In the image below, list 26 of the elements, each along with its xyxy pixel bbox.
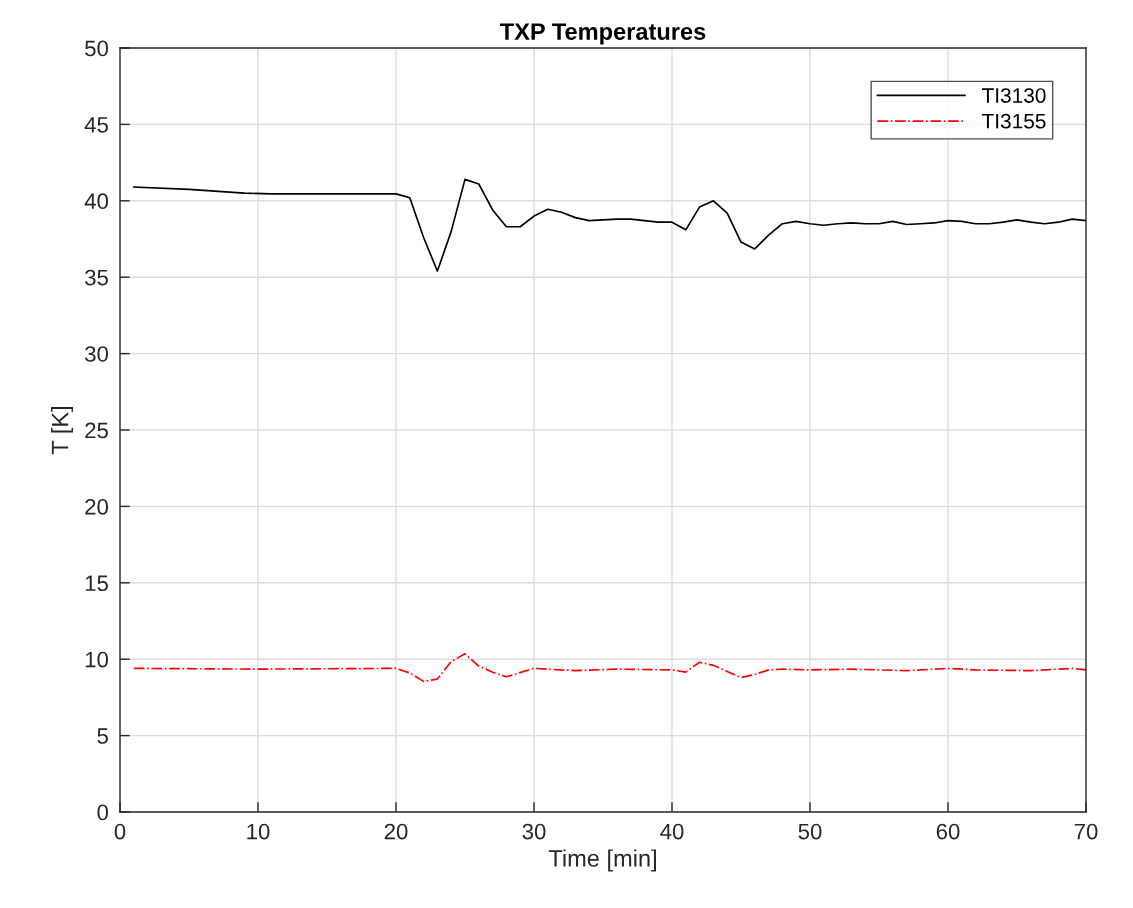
x-tick-label: 10 bbox=[247, 823, 270, 840]
y-tick-label: 10 bbox=[85, 651, 109, 668]
y-tick-label: 25 bbox=[85, 422, 108, 439]
y-tick-label: 50 bbox=[85, 40, 109, 57]
legend-label: TI3130 bbox=[982, 88, 1046, 103]
x-tick-label: 70 bbox=[1074, 823, 1098, 840]
x-tick-label: 40 bbox=[660, 823, 684, 840]
y-tick-label: 15 bbox=[85, 575, 108, 592]
line-series bbox=[132, 653, 1086, 683]
x-tick-label: 0 bbox=[114, 823, 126, 840]
chart-title: TXP Temperatures bbox=[500, 23, 706, 45]
x-tick-label: 50 bbox=[798, 823, 822, 840]
x-tick-label: 60 bbox=[936, 823, 960, 840]
y-axis-title: T [K] bbox=[51, 406, 74, 455]
y-tick-label: 20 bbox=[85, 498, 109, 515]
x-tick-label: 20 bbox=[384, 823, 408, 840]
y-tick-label: 35 bbox=[85, 269, 108, 286]
y-tick-label: 0 bbox=[97, 804, 109, 821]
x-tick-label: 30 bbox=[522, 823, 546, 840]
y-tick-label: 5 bbox=[97, 728, 108, 744]
y-tick-label: 45 bbox=[84, 117, 108, 133]
line-series bbox=[132, 178, 1086, 272]
x-axis-title: Time [min] bbox=[548, 849, 656, 872]
y-tick-label: 40 bbox=[84, 193, 109, 210]
legend-label: TI3155 bbox=[982, 113, 1046, 129]
y-tick-label: 30 bbox=[85, 346, 109, 362]
